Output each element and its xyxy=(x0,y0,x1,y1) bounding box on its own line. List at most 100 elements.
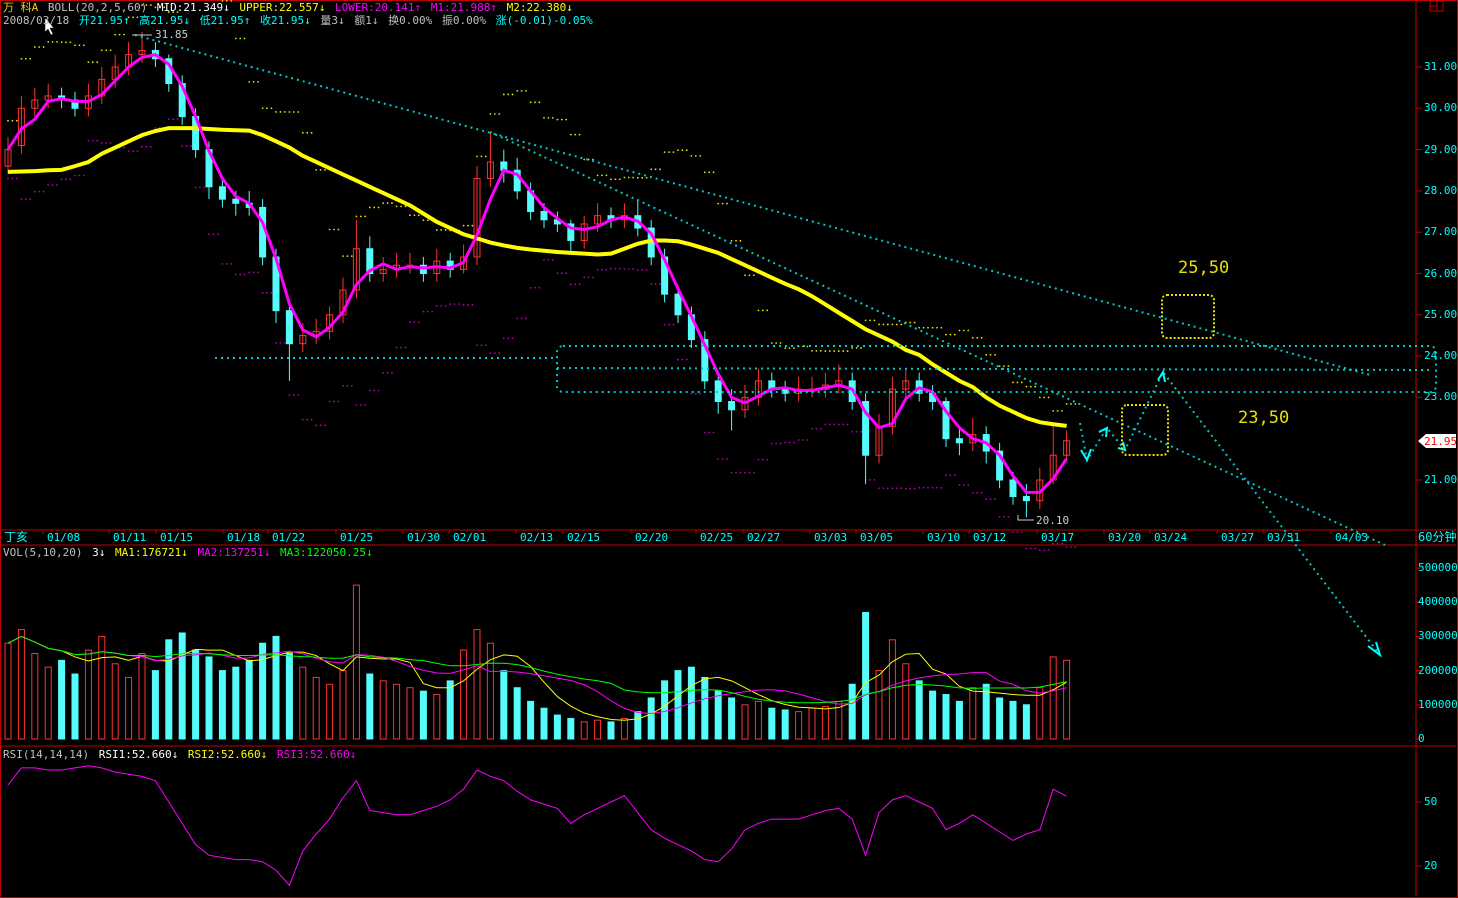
boll-lower-dot xyxy=(328,400,331,403)
date-tick-label: 02/25 xyxy=(700,531,734,544)
boll-upper-dot xyxy=(426,219,429,222)
boll-upper-dot xyxy=(886,323,889,326)
boll-upper-dot xyxy=(279,111,282,113)
boll-upper-dot xyxy=(395,205,398,208)
boll-lower-dot xyxy=(699,392,702,395)
volume-bar xyxy=(218,670,226,740)
boll-lower-dot xyxy=(1012,531,1014,534)
candle-up xyxy=(741,396,749,411)
boll-lower-dot xyxy=(467,303,469,306)
boll-upper-dot xyxy=(368,206,371,209)
boll-lower-dot xyxy=(560,272,563,275)
boll-lower-dot xyxy=(47,184,50,186)
boll-upper-dot xyxy=(583,158,586,161)
boll-lower-dot xyxy=(1016,531,1019,534)
volume-bar xyxy=(620,717,628,740)
boll-lower-dot xyxy=(484,344,487,347)
forecast-path[interactable] xyxy=(1079,370,1381,656)
volume-bar xyxy=(178,632,186,740)
candle-up xyxy=(299,334,307,345)
boll-upper-dot xyxy=(350,255,353,258)
boll-lower-dot xyxy=(243,273,246,276)
rsi2-value: RSI2:52.660↓ xyxy=(187,748,268,761)
boll-lower-dot xyxy=(1020,531,1023,534)
boll-lower-dot xyxy=(208,233,210,236)
boll-upper-dot xyxy=(257,80,259,83)
boll-lower-dot xyxy=(971,491,974,494)
boll-upper-dot xyxy=(324,168,326,171)
boll-lower-dot xyxy=(605,268,608,271)
boll-lower-dot xyxy=(980,491,983,494)
boll-lower-dot xyxy=(297,394,300,396)
price-tick-label: 30.00 xyxy=(1424,101,1458,115)
boll-lower-dot xyxy=(645,269,648,271)
boll-lower-dot xyxy=(873,479,876,481)
boll-upper-dot xyxy=(614,178,617,181)
boll-upper-dot xyxy=(922,326,925,329)
boll-upper-dot xyxy=(118,33,121,36)
trendlines[interactable] xyxy=(134,34,1437,656)
boll-upper-dot xyxy=(56,40,58,43)
boll-lower-dot xyxy=(967,484,970,486)
boll-lower-dot xyxy=(534,286,536,289)
trendline-lower[interactable] xyxy=(489,131,1386,546)
volume-bar xyxy=(84,649,92,740)
resistance-zone-box[interactable] xyxy=(556,345,1437,393)
candle-down xyxy=(1022,496,1030,502)
boll-lower-dot xyxy=(551,258,554,261)
window-layout-icon[interactable] xyxy=(1429,0,1444,12)
boll-lower-dot xyxy=(319,424,322,427)
candle-up xyxy=(888,388,896,427)
boll-lower-dot xyxy=(203,186,206,189)
boll-upper-dot xyxy=(623,176,626,179)
target-upper-label: 25,50 xyxy=(1178,258,1230,278)
current-price-marker xyxy=(1418,434,1456,448)
boll-lower-dot xyxy=(431,310,434,313)
period-selector[interactable]: 60分钟 xyxy=(1418,530,1457,544)
boll-upper-dot xyxy=(234,37,237,40)
boll-lower-dot xyxy=(480,344,483,347)
boll-upper-dot xyxy=(38,46,41,48)
boll-lower-dot xyxy=(904,487,907,490)
boll-upper-dot xyxy=(618,178,621,181)
boll-upper-dot xyxy=(761,309,764,312)
boll-lower-dot xyxy=(426,310,429,313)
boll-lower-dot xyxy=(770,442,773,445)
boll-lower-dot xyxy=(413,321,416,324)
boll-upper-dot xyxy=(1034,385,1037,388)
boll-lower-dot xyxy=(56,184,58,186)
arrow-heads xyxy=(1080,369,1382,658)
boll-lower-dot xyxy=(105,142,108,144)
boll-upper-dot xyxy=(42,46,45,48)
volume-bar xyxy=(259,642,267,740)
boll-upper-dot xyxy=(694,155,697,157)
trendline-upper[interactable] xyxy=(134,34,1371,376)
volume-bar xyxy=(460,649,468,740)
boll-lower-dot xyxy=(1025,547,1028,550)
boll-upper-dot xyxy=(1065,403,1068,405)
candle-up xyxy=(473,178,481,258)
boll-upper-dot xyxy=(940,326,943,329)
m2-value: M2:22.380↓ xyxy=(506,1,573,14)
boll-upper-dot xyxy=(127,16,130,19)
price-tick-label: 24.00 xyxy=(1424,349,1458,363)
boll-upper-dot xyxy=(507,93,510,96)
boll-upper-dot xyxy=(511,93,514,96)
boll-lower-dot xyxy=(766,458,769,461)
high-label: 31.85 xyxy=(155,28,189,41)
ma5-line xyxy=(6,53,1068,494)
volume-bar xyxy=(272,635,280,740)
axis-ticks xyxy=(42,66,1422,867)
boll-upper-dot xyxy=(913,321,916,324)
boll-lower-dot xyxy=(449,303,452,306)
boll-lower-dot xyxy=(422,310,425,313)
volume-bar xyxy=(513,687,521,740)
support-line-extension[interactable] xyxy=(556,367,1431,371)
boll-lower-dot xyxy=(748,471,751,474)
boll-lower-dot xyxy=(949,474,952,477)
boll-lower-dot xyxy=(538,286,541,289)
boll-lower-dot xyxy=(69,178,72,181)
boll-lower-dot xyxy=(654,283,657,285)
quote-open: 开21.95↑ xyxy=(78,14,130,27)
date-tick-label: 04/03 xyxy=(1335,531,1369,544)
